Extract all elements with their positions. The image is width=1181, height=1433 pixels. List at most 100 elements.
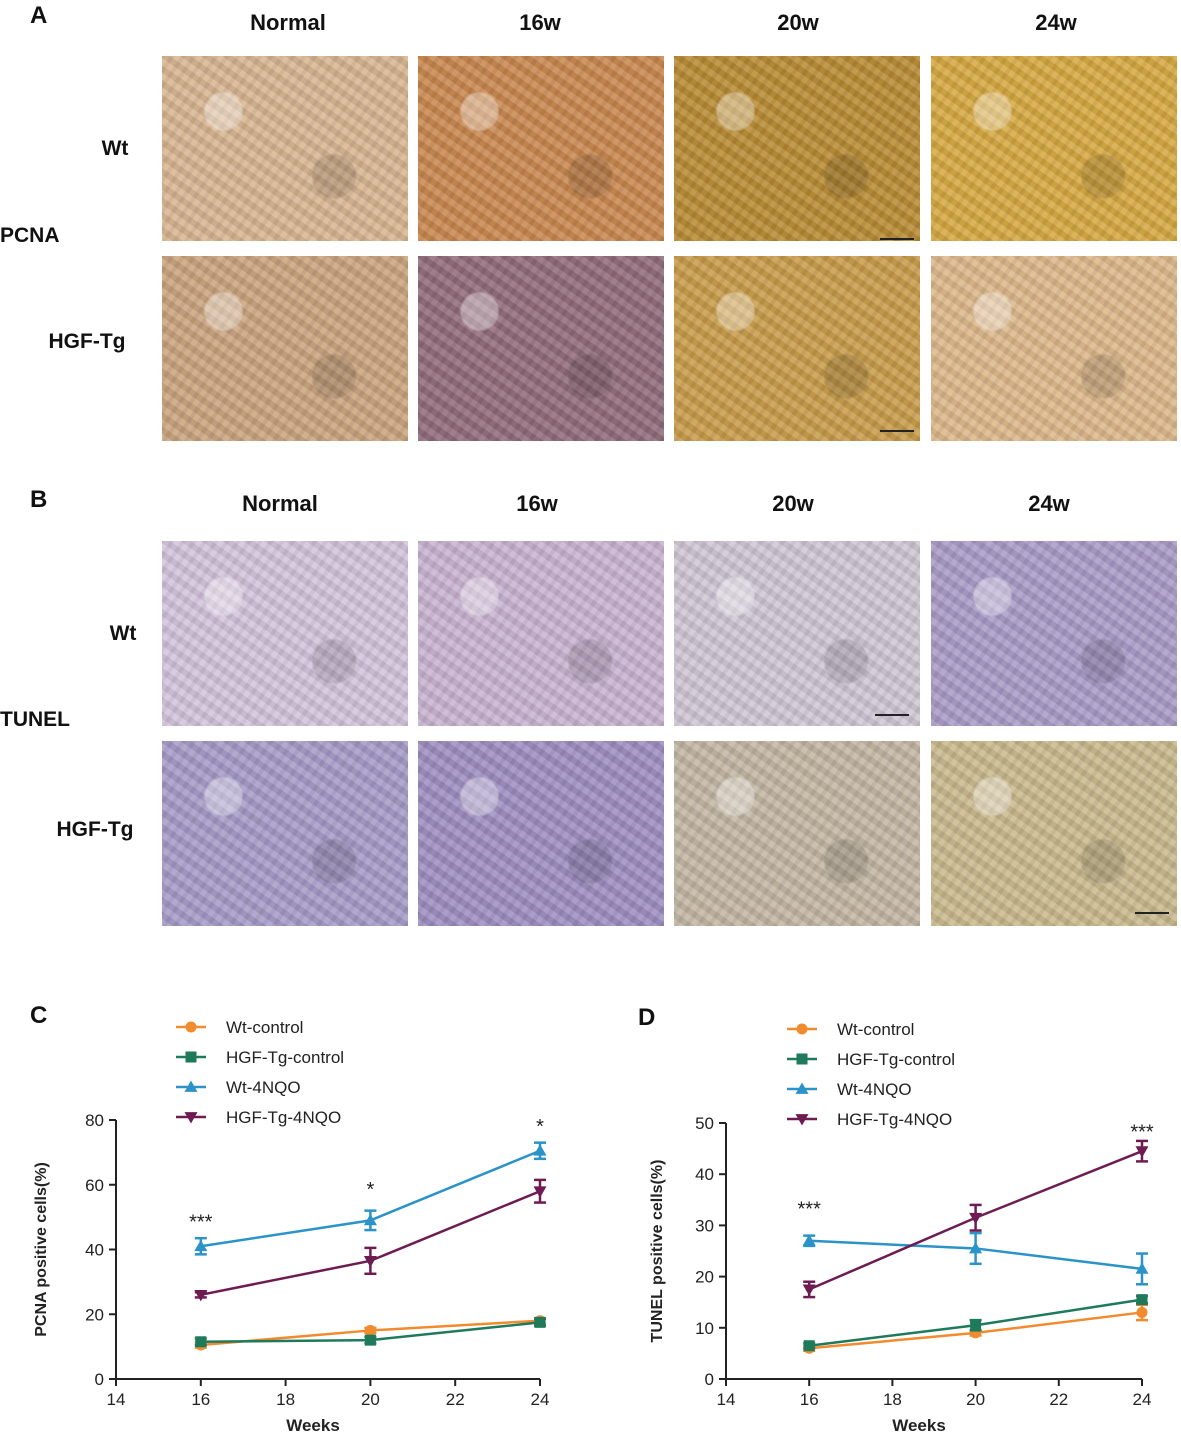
chart-d-y-tick-label: 30 xyxy=(695,1216,714,1235)
panel-a-row-hgf-tg: HGF-Tg xyxy=(48,330,126,353)
chart-c-significance-mark: *** xyxy=(189,1211,213,1233)
chart-d-point-hgf-tg-control xyxy=(970,1319,982,1331)
micrograph-tile xyxy=(931,541,1177,726)
chart-c-point-wt-4nqo xyxy=(363,1213,377,1226)
panel-a-col-16w: 16w xyxy=(519,10,561,35)
chart-c-y-axis-label: PCNA positive cells(%) xyxy=(33,1162,50,1337)
chart-c-point-wt-4nqo xyxy=(533,1144,547,1156)
chart-c-legend-marker-hgf-tg-control xyxy=(185,1051,197,1063)
chart-d-point-hgf-tg-4nqo xyxy=(1135,1146,1149,1158)
chart-d-legend-marker-hgf-tg-4nqo xyxy=(795,1114,809,1126)
chart-d-point-wt-4nqo xyxy=(1135,1262,1149,1274)
micrograph-tile xyxy=(162,256,408,441)
chart-c-significance-mark: * xyxy=(536,1116,544,1138)
chart-d-significance-mark: *** xyxy=(1130,1122,1154,1144)
panel-b-row-hgf-tg: HGF-Tg xyxy=(56,818,134,841)
chart-d-legend-marker-wt-control xyxy=(796,1023,808,1035)
chart-c-legend-marker-hgf-tg-4nqo xyxy=(184,1112,198,1124)
chart-d-significance-mark: *** xyxy=(798,1198,822,1220)
chart-c-point-hgf-tg-4nqo xyxy=(363,1255,377,1268)
micrograph-tile xyxy=(674,56,920,241)
chart-c-point-hgf-tg-control xyxy=(534,1316,546,1328)
chart-c-legend-label-wt-4nqo: Wt-4NQO xyxy=(226,1078,301,1097)
chart-d-y-tick-label: 20 xyxy=(695,1268,714,1287)
micrograph-tile xyxy=(674,256,920,441)
panel-a-row-wt: Wt xyxy=(101,137,129,160)
chart-c-point-hgf-tg-control xyxy=(195,1336,207,1348)
chart-c-point-wt-control xyxy=(364,1324,376,1336)
chart-c-significance-mark: * xyxy=(367,1179,375,1201)
panel-d-letter: D xyxy=(638,1004,656,1031)
chart-d-point-wt-control xyxy=(1136,1306,1148,1318)
chart-d-y-tick-label: 0 xyxy=(705,1370,714,1389)
micrograph-tile xyxy=(162,541,408,726)
panel-b-letter: B xyxy=(30,486,48,513)
chart-d-y-axis-label: TUNEL positive cells(%) xyxy=(649,1160,666,1343)
chart-c-y-tick-label: 80 xyxy=(85,1111,104,1130)
chart-c-legend-label-wt-control: Wt-control xyxy=(226,1018,303,1037)
chart-c-x-tick-label: 20 xyxy=(361,1390,380,1409)
panel-a-stain-label: PCNA xyxy=(0,224,60,247)
chart-d-x-axis-label: Weeks xyxy=(892,1416,946,1433)
micrograph-tile xyxy=(418,56,664,241)
chart-c-x-tick-label: 18 xyxy=(276,1390,295,1409)
chart-d-legend-label-hgf-tg-4nqo: HGF-Tg-4NQO xyxy=(837,1110,952,1129)
micrograph-tile xyxy=(162,741,408,926)
panel-b-col-16w: 16w xyxy=(516,491,558,516)
panel-b-col-24w: 24w xyxy=(1028,491,1070,516)
scale-bar xyxy=(880,430,914,432)
micrograph-tile xyxy=(162,56,408,241)
chart-c-x-tick-label: 14 xyxy=(107,1390,126,1409)
panel-b-col-20w: 20w xyxy=(772,491,814,516)
panel-a-col-24w: 24w xyxy=(1035,10,1077,35)
chart-d-point-wt-4nqo xyxy=(969,1241,983,1254)
chart-d-legend-marker-wt-4nqo xyxy=(795,1082,809,1094)
scale-bar xyxy=(1135,912,1169,914)
micrograph-tile xyxy=(931,741,1177,926)
chart-d-y-tick-label: 40 xyxy=(695,1165,714,1184)
chart-d-legend-label-wt-control: Wt-control xyxy=(837,1020,914,1039)
chart-c-point-hgf-tg-control xyxy=(364,1334,376,1346)
micrograph-tile xyxy=(674,541,920,726)
chart-c-legend-label-hgf-tg-4nqo: HGF-Tg-4NQO xyxy=(226,1108,341,1127)
panel-a-col-normal: Normal xyxy=(250,10,326,35)
micrograph-tile xyxy=(931,256,1177,441)
chart-d-legend-marker-hgf-tg-control xyxy=(796,1053,808,1065)
chart-d-x-tick-label: 22 xyxy=(1049,1390,1068,1409)
chart-d-point-hgf-tg-4nqo xyxy=(969,1212,983,1225)
chart-d-x-tick-label: 24 xyxy=(1133,1390,1152,1409)
micrograph-tile xyxy=(931,56,1177,241)
chart-d-x-tick-label: 14 xyxy=(717,1390,736,1409)
panel-a-letter: A xyxy=(30,2,48,29)
chart-d-legend-label-hgf-tg-control: HGF-Tg-control xyxy=(837,1050,955,1069)
chart-c-line-hgf-tg-4nqo xyxy=(200,1190,541,1297)
chart-c-x-tick-label: 24 xyxy=(531,1390,550,1409)
chart-c-y-tick-label: 0 xyxy=(95,1370,104,1389)
chart-c-y-tick-label: 20 xyxy=(85,1305,104,1324)
chart-c-legend-marker-wt-control xyxy=(185,1021,197,1033)
chart-c-x-tick-label: 16 xyxy=(191,1390,210,1409)
chart-d-x-tick-label: 18 xyxy=(883,1390,902,1409)
panel-b-stain-label: TUNEL xyxy=(0,708,70,731)
chart-c-y-tick-label: 40 xyxy=(85,1241,104,1260)
panel-a-col-20w: 20w xyxy=(777,10,819,35)
chart-c-point-hgf-tg-4nqo xyxy=(194,1289,208,1302)
scale-bar xyxy=(880,238,914,240)
panel-b-col-normal: Normal xyxy=(242,491,318,516)
chart-d-y-tick-label: 50 xyxy=(695,1114,714,1133)
panel-b-row-wt: Wt xyxy=(109,622,137,645)
panel-c-letter: C xyxy=(30,1002,48,1029)
chart-d-point-hgf-tg-4nqo xyxy=(802,1284,816,1296)
chart-c-legend-label-hgf-tg-control: HGF-Tg-control xyxy=(226,1048,344,1067)
micrograph-tile xyxy=(674,741,920,926)
chart-d-point-hgf-tg-control xyxy=(1136,1294,1148,1306)
chart-d-x-tick-label: 20 xyxy=(966,1390,985,1409)
micrograph-tile xyxy=(418,541,664,726)
chart-c-x-axis-label: Weeks xyxy=(286,1416,340,1433)
micrograph-tile xyxy=(418,741,664,926)
chart-d-point-hgf-tg-control xyxy=(803,1340,815,1352)
chart-c-point-wt-4nqo xyxy=(194,1239,208,1252)
chart-d-x-tick-label: 16 xyxy=(800,1390,819,1409)
chart-c-point-hgf-tg-4nqo xyxy=(533,1186,547,1198)
